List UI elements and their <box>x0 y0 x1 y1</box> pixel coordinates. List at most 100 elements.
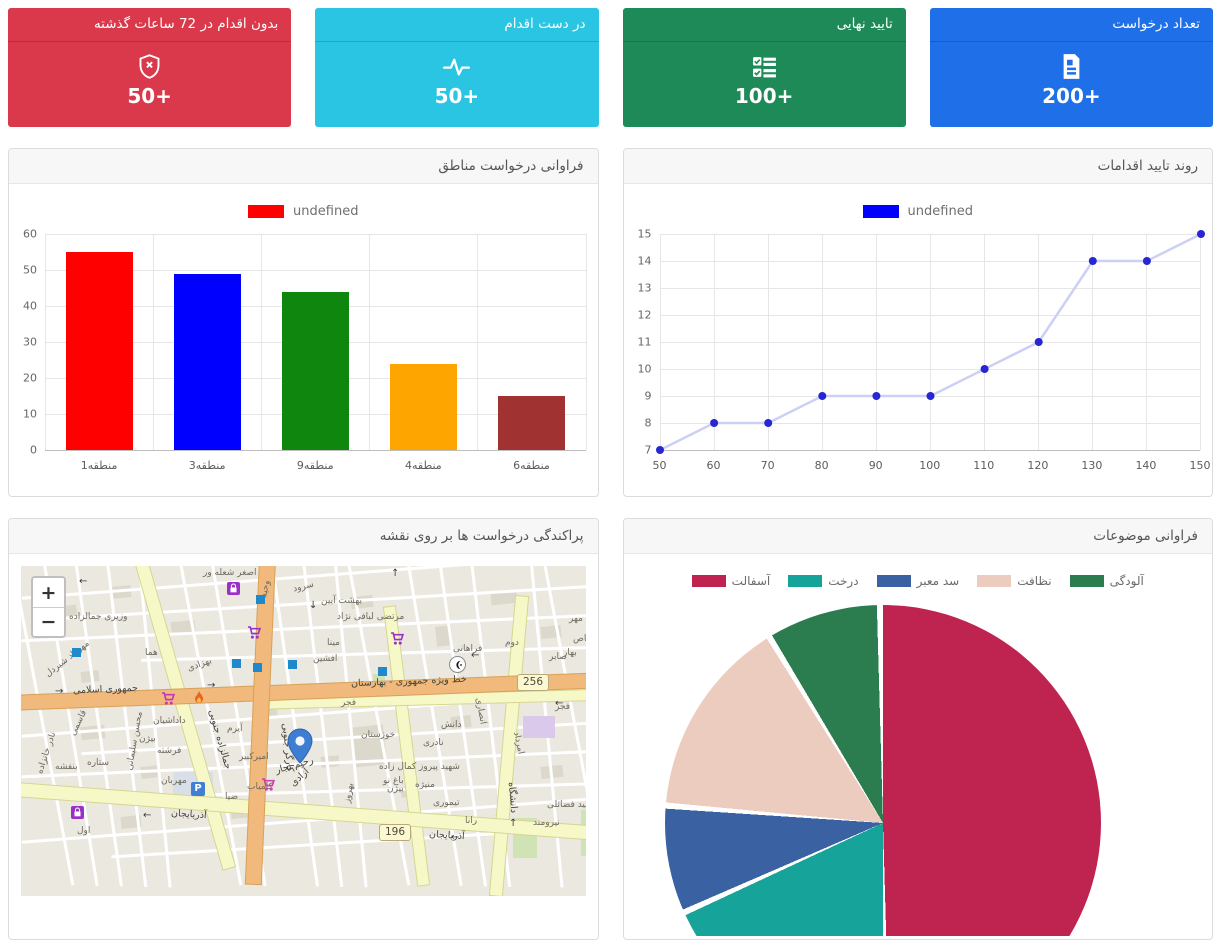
bar-منطقه1[interactable] <box>65 252 133 450</box>
street-label: اول <box>77 826 91 836</box>
data-point[interactable] <box>1196 230 1205 238</box>
poi-square-icon <box>72 648 81 657</box>
street-label: بیژن <box>387 784 404 794</box>
bar-منطقه4[interactable] <box>389 363 457 450</box>
shopping-cart-icon <box>161 690 176 709</box>
street-label: بهروز <box>342 782 356 804</box>
stat-card-body: 200+ <box>930 42 1213 108</box>
poi-square-icon <box>256 595 265 604</box>
x-axis-label: منطقه4 <box>404 459 442 472</box>
line-chart: undefined 7 8 9 10 11 12 13 14 15 50 60 70 80 90 100 110… <box>624 184 1213 496</box>
panel-title-map: پراکندگی درخواست ها بر روی نقشه <box>9 519 598 554</box>
gridline <box>659 450 1200 451</box>
legend-swatch <box>1069 575 1104 587</box>
stat-card-value: 50+ <box>434 84 480 108</box>
street-label: رانا <box>465 816 478 826</box>
street-label: بنفشه <box>55 762 78 772</box>
y-axis-label: 8 <box>644 416 652 430</box>
panel-title-pie: فراوانی موضوعات <box>623 519 1212 554</box>
bottom-row: فراوانی موضوعات آلودگی نظافت سد معبر درخت آس… <box>8 518 1213 940</box>
bar-chart: undefined 0 10 20 30 40 50 60 منطقه1 منطقه3 منطقه9… <box>9 184 598 496</box>
data-point[interactable] <box>655 446 664 454</box>
data-point[interactable] <box>871 392 880 400</box>
checklist-icon <box>751 56 778 78</box>
street-label: فجر <box>341 698 357 708</box>
legend-item-3: درخت <box>788 574 859 588</box>
bar-منطقه9[interactable] <box>281 291 349 450</box>
map-road <box>245 566 276 885</box>
legend-label: آسفالت <box>731 574 771 588</box>
gridline <box>45 450 586 451</box>
shield-x-icon <box>136 54 163 79</box>
map-zoom-control: + − <box>31 576 66 638</box>
gridline <box>585 234 587 450</box>
gridline <box>659 234 661 450</box>
data-point[interactable] <box>1034 338 1043 346</box>
x-axis-label: 100 <box>919 459 941 472</box>
x-axis-label: 90 <box>868 459 883 472</box>
data-point[interactable] <box>1142 257 1151 265</box>
gridline <box>45 234 46 450</box>
data-point[interactable] <box>709 419 718 427</box>
direction-arrow-icon: ↑ <box>391 568 400 579</box>
street-label: نیرومند <box>533 818 560 828</box>
zoom-in-button[interactable]: + <box>33 578 64 607</box>
gridline <box>821 234 823 450</box>
street-label: دانش <box>441 720 462 730</box>
line-path <box>658 232 1202 452</box>
stat-card-no-action-72h: بدون اقدام در 72 ساعات گذشته 50+ <box>8 8 292 127</box>
map-marker-pin[interactable] <box>287 728 313 768</box>
direction-arrow-icon: ↑ <box>509 818 518 829</box>
gridline <box>983 234 985 450</box>
data-point[interactable] <box>1088 257 1097 265</box>
street-label: خوزستان <box>361 730 396 740</box>
x-axis-label: 110 <box>973 459 995 472</box>
y-axis-label: 13 <box>637 281 652 295</box>
legend-swatch <box>876 575 911 587</box>
x-axis-label: 70 <box>760 459 775 472</box>
street-label: فراهانی <box>453 644 483 654</box>
data-point[interactable] <box>980 365 989 373</box>
x-axis-label: 150 <box>1189 459 1211 472</box>
street-label: شهید پیروز کمال زاده <box>379 762 460 772</box>
legend-swatch <box>691 575 726 587</box>
shopping-cart-icon <box>261 776 276 795</box>
bar-منطقه6[interactable] <box>497 396 565 450</box>
stat-card-total-requests: تعداد درخواست 200+ <box>929 8 1213 127</box>
street-label: وزیری جمالزاده <box>69 612 128 622</box>
data-point[interactable] <box>817 392 826 400</box>
chart-legend: undefined <box>624 204 1213 219</box>
street-label: هما <box>145 648 158 658</box>
y-axis-label: 10 <box>23 407 37 421</box>
street-label: داداشیان <box>153 716 186 726</box>
direction-arrow-icon: ← <box>451 832 460 843</box>
street-label: فرشته <box>157 746 182 756</box>
pie-chart[interactable] <box>664 605 1101 936</box>
gridline <box>767 234 769 450</box>
street-label: افشین <box>313 654 338 664</box>
gridline <box>713 234 715 450</box>
legend-item-2: سد معبر <box>876 574 959 588</box>
data-point[interactable] <box>763 419 772 427</box>
chart-legend: undefined <box>9 204 598 219</box>
poi-square-icon <box>253 663 262 672</box>
gridline <box>929 234 931 450</box>
dashboard-page: { "cards": [ {"id":"total-requests","tit… <box>8 8 1213 940</box>
x-axis-label: منطقه6 <box>513 459 550 472</box>
x-axis-label: منطقه3 <box>188 459 226 472</box>
stat-card-body: 50+ <box>315 42 598 108</box>
map[interactable]: اصغر شعله ور سرود بهشت آیین مرتضی لبافی نژا… <box>21 566 586 896</box>
x-axis-label: 50 <box>652 459 667 472</box>
line-series <box>655 230 1205 454</box>
bar-منطقه3[interactable] <box>173 273 241 450</box>
gridline <box>45 269 586 271</box>
data-point[interactable] <box>926 392 934 400</box>
stat-card-value: 50+ <box>127 84 172 108</box>
street-label: باغ نو <box>383 776 404 786</box>
legend-swatch <box>788 575 823 587</box>
stat-card-value: 200+ <box>1042 84 1101 108</box>
zoom-out-button[interactable]: − <box>33 607 64 636</box>
parking-icon: P <box>191 782 205 796</box>
street-label: شهید فضائلی <box>547 800 586 810</box>
stat-card-title: بدون اقدام در 72 ساعات گذشته <box>8 8 292 42</box>
